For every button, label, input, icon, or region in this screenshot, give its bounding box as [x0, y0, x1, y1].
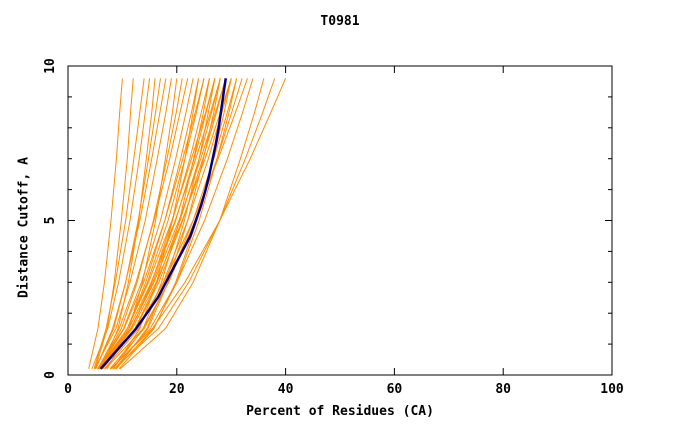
model-curve [99, 78, 216, 370]
y-tick-label: 10 [43, 58, 58, 74]
chart-title: T0981 [320, 14, 360, 29]
model-curve [118, 78, 232, 370]
y-tick-label: 5 [43, 217, 58, 225]
model-curve [94, 78, 172, 370]
model-curve [98, 78, 205, 370]
model-curve [100, 78, 227, 370]
model-curve [94, 78, 134, 369]
model-curve [88, 78, 123, 369]
model-curve [106, 78, 178, 370]
x-tick-label: 100 [600, 382, 624, 397]
y-axis-label: Distance Cutoff, A [16, 157, 32, 298]
model-curve [100, 78, 156, 370]
model-curve [111, 78, 254, 370]
model-curve [97, 78, 189, 370]
model-curve [99, 78, 221, 370]
x-tick-label: 40 [278, 382, 294, 397]
model-curve [95, 78, 167, 370]
model-curve [91, 78, 151, 370]
y-tick-label: 0 [43, 371, 58, 379]
model-curve [116, 78, 216, 370]
median-curve [99, 78, 227, 370]
x-axis-label: Percent of Residues (CA) [246, 404, 434, 419]
model-curve [98, 78, 183, 370]
x-tick-label: 60 [387, 382, 403, 397]
x-tick-label: 20 [169, 382, 185, 397]
model-curve [110, 78, 287, 370]
x-tick-label: 80 [495, 382, 511, 397]
model-curve [93, 78, 145, 369]
model-curve [115, 78, 238, 370]
x-tick-label: 0 [64, 382, 72, 397]
model-curve [95, 78, 161, 370]
